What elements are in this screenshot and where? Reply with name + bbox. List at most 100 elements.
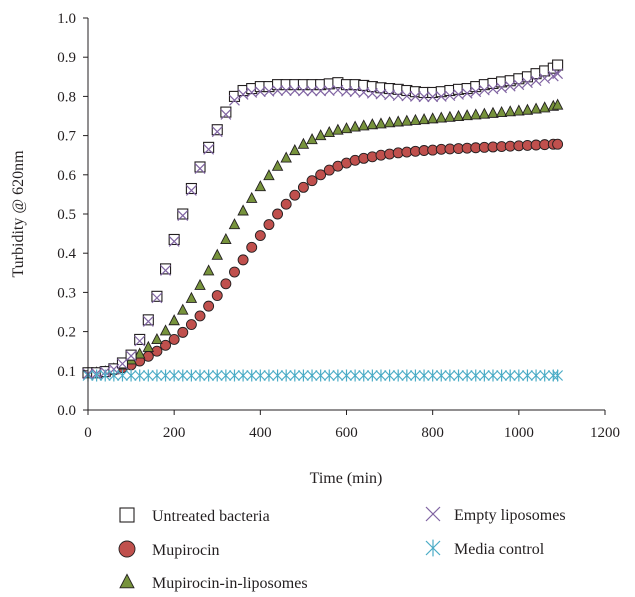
data-point	[315, 369, 327, 382]
data-point	[133, 347, 146, 359]
y-tick-label: 0.6	[57, 168, 76, 184]
data-point	[435, 369, 447, 382]
data-point	[151, 292, 163, 304]
data-point	[314, 129, 327, 141]
x-tick-label: 200	[163, 425, 186, 441]
data-point	[228, 218, 241, 230]
data-point	[349, 120, 361, 132]
data-point	[185, 319, 197, 330]
series-untreated-bacteria	[82, 59, 564, 379]
data-point	[349, 86, 361, 98]
data-point	[220, 369, 232, 382]
data-point	[280, 198, 292, 210]
data-point	[177, 208, 189, 220]
data-point	[289, 189, 301, 201]
data-point	[228, 90, 241, 102]
data-point	[220, 109, 232, 120]
data-point	[185, 369, 197, 382]
data-point	[418, 113, 430, 125]
data-point	[383, 116, 396, 128]
data-point	[315, 169, 327, 181]
y-tick-label: 0.7	[57, 129, 76, 145]
data-point	[522, 77, 533, 89]
data-point	[366, 369, 378, 382]
legend-marker	[118, 540, 136, 558]
data-point	[306, 85, 318, 97]
data-point	[375, 117, 387, 129]
data-point	[194, 161, 206, 173]
data-point	[280, 369, 292, 382]
data-point	[552, 138, 564, 150]
data-point	[220, 106, 232, 118]
data-point	[297, 369, 309, 382]
data-point	[306, 133, 318, 145]
data-point	[418, 369, 430, 382]
legend-label: Mupirocin-in-liposomes	[152, 575, 308, 592]
data-point	[168, 233, 180, 246]
data-point	[552, 369, 564, 382]
data-point	[203, 141, 215, 153]
data-point	[194, 163, 206, 174]
data-point	[160, 265, 171, 276]
data-point	[470, 108, 482, 120]
data-point	[495, 105, 508, 118]
data-point	[435, 111, 448, 123]
data-point	[435, 90, 447, 102]
data-point	[263, 169, 275, 181]
data-point	[272, 369, 283, 382]
data-point	[297, 137, 310, 149]
data-point	[203, 369, 215, 382]
data-point	[426, 112, 439, 124]
data-point	[211, 290, 223, 301]
x-axis-title: Time (min)	[310, 470, 383, 487]
data-point	[160, 263, 172, 275]
data-point	[513, 79, 525, 91]
data-point	[306, 369, 318, 382]
data-point	[91, 369, 103, 382]
data-point	[194, 278, 206, 290]
data-point	[366, 87, 378, 99]
data-point	[470, 86, 482, 98]
data-point	[522, 369, 533, 382]
legend-label: Empty liposomes	[454, 507, 566, 524]
legend-label: Media control	[454, 541, 545, 558]
data-point	[410, 90, 421, 102]
legend-item: Empty liposomes	[425, 506, 566, 524]
data-point	[504, 80, 516, 92]
y-tick-label: 0.5	[57, 207, 76, 223]
data-point	[504, 105, 516, 117]
legend-marker	[425, 506, 441, 522]
data-point	[513, 369, 525, 382]
data-point	[427, 369, 439, 382]
data-point	[229, 369, 240, 382]
data-point	[237, 89, 249, 100]
legend-item: Mupirocin-in-liposomes	[119, 573, 308, 592]
data-point	[375, 88, 387, 100]
data-point	[496, 369, 508, 382]
y-tick-label: 0.2	[57, 325, 76, 341]
data-point	[108, 369, 120, 382]
y-tick-label: 0.9	[57, 50, 76, 66]
data-point	[478, 107, 491, 119]
data-point	[323, 125, 336, 138]
data-point	[392, 369, 404, 382]
data-point	[185, 291, 198, 303]
data-point	[211, 124, 223, 136]
data-point	[263, 369, 275, 382]
data-point	[134, 333, 146, 345]
data-point	[366, 118, 379, 130]
data-point	[341, 85, 352, 97]
series-media-control	[82, 369, 564, 382]
data-point	[142, 315, 154, 327]
data-point	[220, 233, 232, 245]
y-tick-label: 0.3	[57, 285, 76, 301]
data-point	[461, 87, 473, 99]
data-point	[530, 102, 542, 114]
legend-marker	[119, 573, 135, 589]
data-point	[185, 182, 197, 195]
data-point	[539, 72, 551, 84]
data-point	[530, 369, 542, 382]
data-point	[306, 175, 318, 187]
data-point	[245, 191, 258, 203]
y-tick-label: 0.1	[57, 364, 76, 380]
